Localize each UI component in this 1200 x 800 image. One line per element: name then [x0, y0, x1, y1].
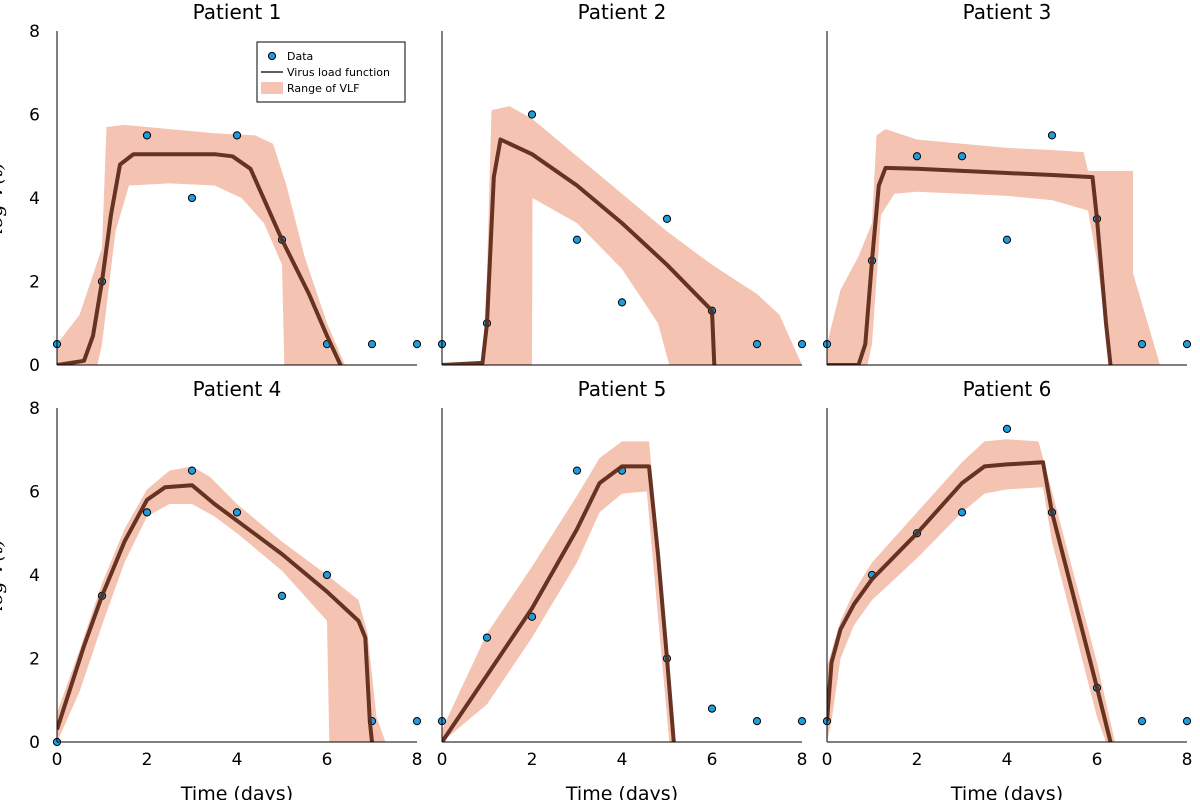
x-tick-label: 2 [912, 750, 923, 770]
data-point [1047, 131, 1057, 140]
x-axis-label: Time (days) [180, 783, 293, 800]
data-point [482, 633, 492, 642]
panel-4: Patient 4 0 2 4 6 8 0 2 4 6 8 Time (days) log V(t) [0, 377, 422, 800]
y-tick-label: 4 [29, 189, 40, 209]
y-tick-label: 4 [29, 566, 40, 586]
virus-load-line [827, 460, 1113, 742]
virus-load-line [827, 165, 1113, 365]
x-tick-label: 6 [1092, 750, 1103, 770]
panel-3: Patient 3 [822, 0, 1192, 366]
data-point [412, 717, 422, 726]
x-tick-label: 0 [52, 750, 63, 770]
panel-title: Patient 3 [963, 0, 1052, 24]
data-point [232, 131, 242, 140]
vlf-range-band [57, 466, 386, 742]
data-point [1137, 717, 1147, 726]
data-point [527, 110, 537, 119]
legend-band-label: Range of VLF [287, 82, 359, 95]
legend-line-label: Virus load function [287, 66, 390, 79]
virus-load-line [57, 152, 343, 365]
panel-title: Patient 1 [193, 0, 282, 24]
panel-title: Patient 4 [193, 377, 282, 401]
data-point [957, 152, 967, 161]
y-tick-label: 0 [29, 733, 40, 753]
data-point [572, 235, 582, 244]
virus-load-line [442, 464, 676, 742]
data-point [797, 717, 807, 726]
data-point [1137, 340, 1147, 349]
x-axis-label: Time (days) [565, 783, 678, 800]
vlf-range-band [482, 106, 802, 365]
panel-title: Patient 6 [963, 377, 1052, 401]
x-tick-label: 6 [707, 750, 718, 770]
panel-title: Patient 2 [578, 0, 667, 24]
x-tick-label: 4 [1002, 750, 1013, 770]
panel-6: Patient 6 0 2 4 6 8 Time (days) [822, 377, 1193, 800]
data-point [617, 298, 627, 307]
vlf-range-band [827, 439, 1115, 742]
y-tick-label: 8 [29, 22, 40, 42]
y-tick-label: 6 [29, 106, 40, 126]
data-point [232, 508, 242, 517]
data-point [1182, 717, 1192, 726]
data-point [1182, 340, 1192, 349]
data-point [1002, 424, 1012, 433]
data-point [752, 717, 762, 726]
x-tick-label: 4 [617, 750, 628, 770]
data-point [142, 131, 152, 140]
legend-band-marker [261, 82, 283, 94]
legend: Data Virus load function Range of VLF [256, 41, 406, 103]
data-point [187, 193, 197, 203]
data-point [957, 508, 967, 517]
y-tick-label: 0 [29, 356, 40, 376]
data-point [797, 340, 807, 349]
data-point [187, 466, 197, 475]
vlf-range-band [827, 129, 1160, 365]
y-axis-label: log V(t) [0, 539, 7, 611]
panel-title: Patient 5 [578, 377, 667, 401]
data-point [662, 214, 672, 223]
y-axis-label: log V(t) [0, 162, 7, 234]
legend-data-label: Data [287, 50, 313, 63]
data-point [322, 570, 332, 580]
y-tick-label: 2 [29, 650, 40, 670]
x-axis-label: Time (days) [950, 783, 1063, 800]
x-tick-label: 4 [232, 750, 243, 770]
y-tick-label: 8 [29, 399, 40, 419]
virus-load-line [57, 483, 374, 742]
legend-data-marker [267, 51, 277, 61]
y-tick-label: 6 [29, 483, 40, 503]
x-tick-label: 8 [1182, 750, 1193, 770]
data-point [277, 591, 287, 600]
x-tick-label: 0 [822, 750, 833, 770]
data-point [707, 704, 717, 713]
panel-5: Patient 5 0 2 4 6 8 Time (days) [437, 377, 808, 800]
x-tick-label: 6 [322, 750, 333, 770]
vlf-range-band [442, 441, 674, 742]
data-point [412, 340, 422, 349]
data-point [1002, 235, 1012, 244]
data-point [142, 508, 152, 517]
panel-2: Patient 2 [437, 0, 807, 366]
data-point [912, 152, 922, 161]
virus-load-line [442, 137, 717, 365]
panel-1: Patient 1 0 2 4 6 8 log V(t) Data Virus load fun… [0, 0, 422, 376]
x-tick-label: 8 [412, 750, 423, 770]
x-tick-label: 2 [142, 750, 153, 770]
data-point [752, 340, 762, 349]
x-tick-label: 0 [437, 750, 448, 770]
vlf-range-band [57, 124, 345, 365]
y-tick-label: 2 [29, 273, 40, 293]
data-point [367, 340, 377, 349]
data-point [572, 466, 582, 475]
x-tick-label: 8 [797, 750, 808, 770]
x-tick-label: 2 [527, 750, 538, 770]
